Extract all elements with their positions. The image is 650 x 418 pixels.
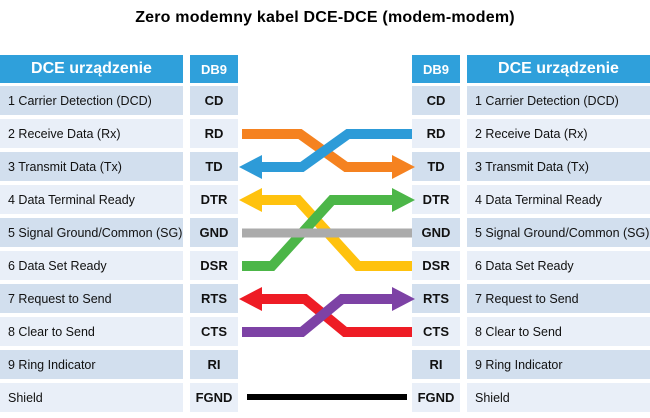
signal-name-cell: Shield — [467, 383, 650, 412]
signal-name-cell: 3 Transmit Data (Tx) — [0, 152, 183, 181]
pin-abbrev-cell: RD — [190, 119, 238, 148]
left-connector-header: DB9 — [190, 55, 238, 83]
table-row: DTR 4 Data Terminal Ready — [412, 185, 650, 214]
signal-name-cell: 5 Signal Ground/Common (SG) — [0, 218, 183, 247]
wire-orange-rd-to-td — [242, 129, 415, 179]
signal-name-cell: 6 Data Set Ready — [467, 251, 650, 280]
orange-wire-line — [242, 129, 396, 172]
right-device-header: DCE urządzenie — [467, 55, 650, 83]
left-device-header: DCE urządzenie — [0, 55, 183, 83]
yellow-wire-line — [258, 195, 412, 271]
arrow-left-icon — [239, 188, 262, 212]
signal-name-cell: 1 Carrier Detection (DCD) — [0, 86, 183, 115]
table-row: 7 Request to Send RTS — [0, 284, 238, 313]
pin-abbrev-cell: TD — [412, 152, 460, 181]
right-pinout-table: DB9 DCE urządzenie CD 1 Carrier Detectio… — [412, 55, 650, 412]
signal-name-cell: 4 Data Terminal Ready — [467, 185, 650, 214]
table-row: CTS 8 Clear to Send — [412, 317, 650, 346]
wire-green-dsr-to-dtr — [242, 188, 415, 271]
signal-name-cell: 7 Request to Send — [467, 284, 650, 313]
pin-abbrev-cell: TD — [190, 152, 238, 181]
pin-abbrev-cell: GND — [190, 218, 238, 247]
signal-name-cell: 8 Clear to Send — [467, 317, 650, 346]
signal-name-cell: 4 Data Terminal Ready — [0, 185, 183, 214]
wire-blue-rd-to-td — [239, 129, 412, 179]
wire-red-cts-to-rts — [239, 287, 412, 337]
left-table-body: 1 Carrier Detection (DCD) CD 2 Receive D… — [0, 86, 238, 412]
pin-abbrev-cell: CTS — [412, 317, 460, 346]
right-connector-header: DB9 — [412, 55, 460, 83]
pin-abbrev-cell: CD — [190, 86, 238, 115]
table-row: 1 Carrier Detection (DCD) CD — [0, 86, 238, 115]
pin-abbrev-cell: CD — [412, 86, 460, 115]
signal-name-cell: 5 Signal Ground/Common (SG) — [467, 218, 650, 247]
pin-abbrev-cell: RTS — [190, 284, 238, 313]
pin-abbrev-cell: DTR — [190, 185, 238, 214]
right-table-body: CD 1 Carrier Detection (DCD) RD 2 Receiv… — [412, 86, 650, 412]
signal-name-cell: 3 Transmit Data (Tx) — [467, 152, 650, 181]
table-row: GND 5 Signal Ground/Common (SG) — [412, 218, 650, 247]
signal-name-cell: Shield — [0, 383, 183, 412]
signal-name-cell: 2 Receive Data (Rx) — [467, 119, 650, 148]
table-row: RI 9 Ring Indicator — [412, 350, 650, 379]
table-row: RTS 7 Request to Send — [412, 284, 650, 313]
right-table-header: DB9 DCE urządzenie — [412, 55, 650, 83]
table-row: 9 Ring Indicator RI — [0, 350, 238, 379]
signal-name-cell: 2 Receive Data (Rx) — [0, 119, 183, 148]
table-row: FGND Shield — [412, 383, 650, 412]
pin-abbrev-cell: RTS — [412, 284, 460, 313]
table-row: Shield FGND — [0, 383, 238, 412]
table-row: CD 1 Carrier Detection (DCD) — [412, 86, 650, 115]
signal-name-cell: 9 Ring Indicator — [467, 350, 650, 379]
table-row: 4 Data Terminal Ready DTR — [0, 185, 238, 214]
pin-abbrev-cell: DSR — [412, 251, 460, 280]
pin-abbrev-cell: CTS — [190, 317, 238, 346]
signal-name-cell: 8 Clear to Send — [0, 317, 183, 346]
wire-yellow-dsr-to-dtr — [239, 188, 412, 271]
table-row: DSR 6 Data Set Ready — [412, 251, 650, 280]
wire-purple-cts-to-rts — [242, 287, 415, 337]
pin-abbrev-cell: RI — [412, 350, 460, 379]
signal-name-cell: 9 Ring Indicator — [0, 350, 183, 379]
diagram-title: Zero modemny kabel DCE-DCE (modem-modem) — [135, 9, 515, 26]
pin-abbrev-cell: GND — [412, 218, 460, 247]
red-wire-line — [258, 294, 412, 337]
table-row: 6 Data Set Ready DSR — [0, 251, 238, 280]
pin-abbrev-cell: DSR — [190, 251, 238, 280]
left-pinout-table: DCE urządzenie DB9 1 Carrier Detection (… — [0, 55, 238, 412]
pin-abbrev-cell: FGND — [190, 383, 238, 412]
pin-abbrev-cell: FGND — [412, 383, 460, 412]
signal-name-cell: 1 Carrier Detection (DCD) — [467, 86, 650, 115]
table-row: 3 Transmit Data (Tx) TD — [0, 152, 238, 181]
green-wire-line — [242, 195, 396, 271]
left-table-header: DCE urządzenie DB9 — [0, 55, 238, 83]
arrow-left-icon — [239, 287, 262, 311]
signal-name-cell: 7 Request to Send — [0, 284, 183, 313]
table-row: 2 Receive Data (Rx) RD — [0, 119, 238, 148]
table-row: RD 2 Receive Data (Rx) — [412, 119, 650, 148]
pin-abbrev-cell: RI — [190, 350, 238, 379]
blue-wire-line — [258, 129, 412, 172]
table-row: 5 Signal Ground/Common (SG) GND — [0, 218, 238, 247]
arrow-left-icon — [239, 155, 262, 179]
pin-abbrev-cell: RD — [412, 119, 460, 148]
pin-abbrev-cell: DTR — [412, 185, 460, 214]
table-row: TD 3 Transmit Data (Tx) — [412, 152, 650, 181]
signal-name-cell: 6 Data Set Ready — [0, 251, 183, 280]
purple-wire-line — [242, 294, 396, 337]
table-row: 8 Clear to Send CTS — [0, 317, 238, 346]
